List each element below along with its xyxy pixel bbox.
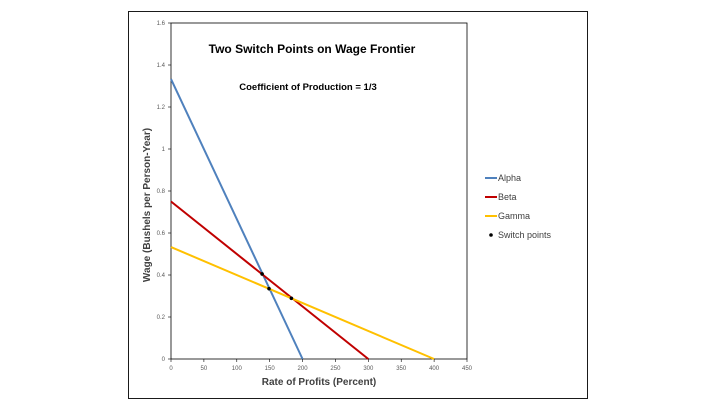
chart-frame: Two Switch Points on Wage Frontier Coeff…	[128, 11, 588, 399]
switch-point-markers	[260, 272, 294, 301]
plot-area-border	[170, 22, 468, 360]
x-tick-label: 450	[462, 366, 473, 372]
legend: Alpha Beta Gamma Switch points	[485, 173, 552, 240]
wage-frontier-chart: Two Switch Points on Wage Frontier Coeff…	[142, 21, 552, 388]
x-tick-label: 50	[201, 366, 208, 372]
x-tick-label: 300	[363, 366, 374, 372]
y-tick-label: 0.2	[157, 315, 166, 321]
x-axis-title: Rate of Profits (Percent)	[262, 377, 376, 388]
x-tick-label: 0	[169, 366, 173, 372]
y-tick-label: 1.2	[157, 105, 166, 111]
chart-title: Two Switch Points on Wage Frontier	[209, 42, 416, 56]
legend-label-switch-points: Switch points	[498, 230, 552, 240]
y-tick-label: 0.8	[157, 189, 166, 195]
x-tick-label: 250	[330, 366, 341, 372]
legend-label-beta: Beta	[498, 192, 517, 202]
y-tick-label: 1.4	[157, 63, 166, 69]
legend-swatch-switch-points	[489, 233, 493, 237]
x-tick-label: 200	[298, 366, 309, 372]
x-tick-label: 150	[265, 366, 276, 372]
series-line-gamma	[170, 246, 435, 360]
chart-axes: 0 50 100 150 200 250 300 350 400 450 0 0.2 0.4 0.6 0.8…	[157, 21, 473, 372]
switch-point	[289, 296, 294, 301]
chart-subtitle: Coefficient of Production = 1/3	[239, 82, 377, 93]
y-tick-label: 1	[162, 147, 166, 153]
legend-label-gamma: Gamma	[498, 211, 530, 221]
switch-point	[267, 286, 271, 291]
x-tick-label: 350	[396, 366, 407, 372]
chart-series	[170, 78, 435, 360]
y-tick-label: 1.6	[157, 21, 166, 27]
y-tick-label: 0.4	[157, 273, 166, 279]
switch-point	[260, 272, 264, 276]
x-tick-label: 100	[232, 366, 243, 372]
legend-label-alpha: Alpha	[498, 173, 521, 183]
series-line-alpha	[170, 78, 304, 360]
x-tick-label: 400	[429, 366, 440, 372]
y-tick-label: 0	[162, 357, 166, 363]
y-tick-label: 0.6	[157, 231, 166, 237]
y-axis-title: Wage (Bushels per Person-Year)	[142, 128, 153, 282]
series-line-beta	[170, 200, 369, 360]
